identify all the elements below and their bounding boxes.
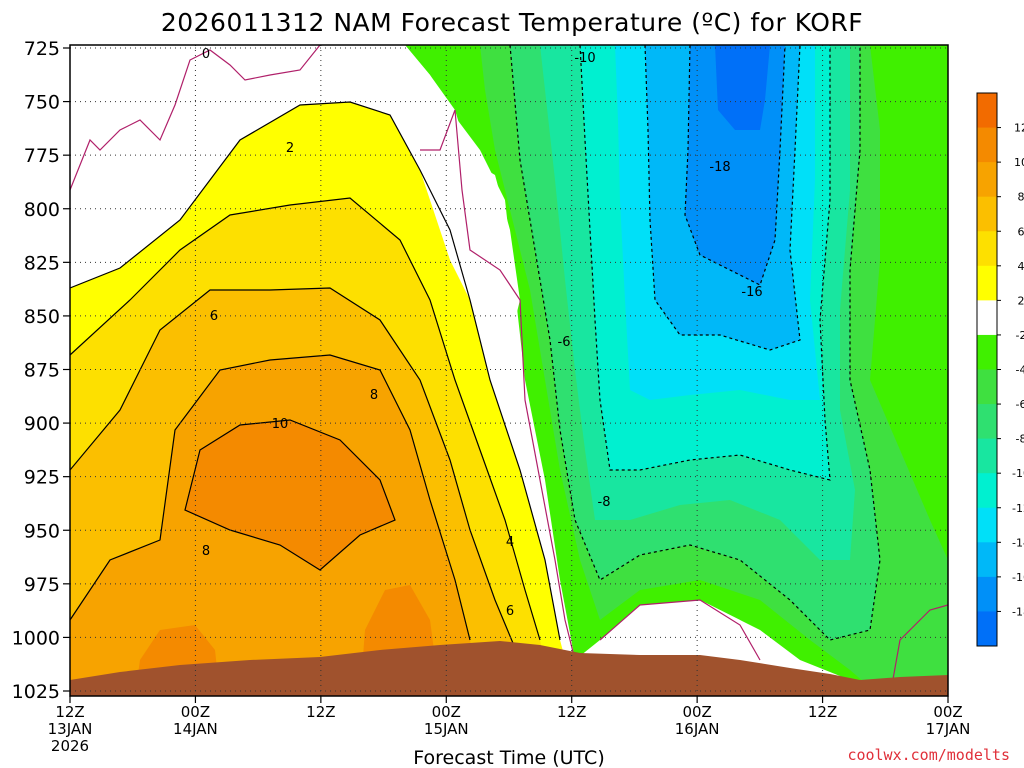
colorbar-label: -10 — [1012, 467, 1024, 480]
colorbar-swatch — [977, 93, 997, 129]
colorbar-label: -18 — [1012, 605, 1024, 618]
y-tick-label: 875 — [24, 360, 60, 382]
colorbar-label: 12 — [1014, 122, 1024, 135]
warm-band-10-12 — [185, 420, 395, 570]
y-tick-label: 800 — [24, 199, 60, 221]
contour-label: 8 — [370, 388, 378, 403]
cold-band-below-m18 — [715, 45, 770, 130]
contour-label: 10 — [272, 417, 289, 432]
colorbar-swatch — [977, 611, 997, 647]
y-tick-label: 950 — [24, 520, 60, 542]
colorbar-label: -4 — [1016, 364, 1024, 377]
colorbar-swatch — [977, 162, 997, 198]
contour-label: 8 — [202, 544, 210, 559]
x-tick-label: 12Z — [55, 703, 84, 721]
y-tick-label: 850 — [24, 306, 60, 328]
ground-terrain — [70, 641, 948, 696]
contour-4 — [70, 197, 541, 641]
colorbar-label: -16 — [1012, 571, 1024, 584]
colorbar-label: 2 — [1018, 294, 1024, 307]
x-tick-label: 00Z — [682, 703, 711, 721]
colorbar-swatch — [977, 265, 997, 301]
x-tick-year: 2026 — [51, 737, 89, 755]
colorbar-label: 8 — [1018, 191, 1024, 204]
contour-label: -8 — [598, 495, 611, 510]
colorbar-swatch — [977, 231, 997, 267]
colorbar-label: 4 — [1018, 260, 1024, 273]
contour-2 — [70, 101, 561, 641]
x-tick-label: 12Z — [306, 703, 335, 721]
y-tick-label: 775 — [24, 145, 60, 167]
x-tick-date: 15JAN — [424, 720, 469, 738]
colorbar-swatch — [977, 334, 997, 370]
y-axis: 725 750 775 800 825 850 875 900 925 950 975 1000 102… — [12, 38, 70, 703]
colorbar-swatch — [977, 404, 997, 440]
freezing-gap-south — [600, 600, 760, 660]
colorbar-swatch — [977, 369, 997, 405]
contour-label: -10 — [574, 51, 595, 66]
plot-frame — [69, 44, 949, 697]
contour-label-group: 0 2 6 8 8 10 4 6 -10 -18 -16 -6 -8 — [202, 47, 763, 619]
y-tick-label: 900 — [24, 413, 60, 435]
colorbar-label: -14 — [1012, 536, 1024, 549]
contour-10 — [184, 419, 396, 571]
y-tick-label: 725 — [24, 38, 60, 60]
colorbar-swatch — [977, 473, 997, 509]
freezing-gap-north — [380, 45, 520, 340]
contour-lines — [70, 45, 948, 696]
x-tick-date: 13JAN — [48, 720, 93, 738]
contour-0-south — [599, 599, 948, 696]
x-tick-label: 00Z — [181, 703, 210, 721]
colorbar-label: 6 — [1018, 225, 1024, 238]
y-tick-label: 925 — [24, 467, 60, 489]
y-tick-label: 825 — [24, 252, 60, 274]
colorbar: 12 10 8 6 4 2 -2 -4 -6 -8 -10 -12 -14 -16 -18 — [976, 92, 1024, 647]
contour-label: 4 — [506, 535, 514, 550]
y-tick-label: 750 — [24, 92, 60, 114]
contour-label: 6 — [210, 309, 218, 324]
x-axis-title: Forecast Time (UTC) — [413, 747, 604, 768]
colorbar-swatch — [977, 507, 997, 543]
x-tick-label: 00Z — [933, 703, 962, 721]
colorbar-swatch — [977, 300, 997, 336]
contour-label: 6 — [506, 604, 514, 619]
y-tick-label: 1000 — [12, 627, 60, 649]
contour-label: -18 — [709, 160, 730, 175]
x-tick-date: 17JAN — [926, 720, 971, 738]
colorbar-swatch — [977, 438, 997, 474]
colorbar-label: 10 — [1014, 156, 1024, 169]
colorbar-label: -8 — [1016, 433, 1024, 446]
colorbar-swatch — [977, 196, 997, 232]
contour-6 — [70, 287, 521, 661]
x-tick-date: 16JAN — [675, 720, 720, 738]
x-tick-label: 12Z — [808, 703, 837, 721]
y-tick-label: 975 — [24, 574, 60, 596]
colorbar-label: -6 — [1016, 398, 1024, 411]
x-tick-date: 14JAN — [173, 720, 218, 738]
colorbar-label: -2 — [1016, 329, 1024, 342]
colorbar-label: -12 — [1012, 502, 1024, 515]
colorbar-swatch — [977, 576, 997, 612]
plot-area: 0 2 6 8 8 10 4 6 -10 -18 -16 -6 -8 — [70, 45, 948, 696]
y-tick-label: 1025 — [12, 681, 60, 703]
contour-0-east — [420, 109, 576, 661]
x-tick-label: 00Z — [432, 703, 461, 721]
colorbar-swatch — [977, 127, 997, 163]
x-tick-label: 12Z — [557, 703, 586, 721]
grid — [70, 45, 948, 696]
chart-title: 2026011312 NAM Forecast Temperature (ºC)… — [161, 8, 863, 37]
contour-0 — [70, 45, 321, 191]
contour-label: -6 — [558, 335, 571, 350]
contour-label: -16 — [741, 285, 762, 300]
contour-8 — [70, 354, 471, 641]
contour-label: 2 — [286, 141, 294, 156]
credit-text: coolwx.com/modelts — [847, 746, 1010, 764]
colorbar-swatch — [977, 542, 997, 578]
contour-label: 0 — [202, 47, 210, 62]
